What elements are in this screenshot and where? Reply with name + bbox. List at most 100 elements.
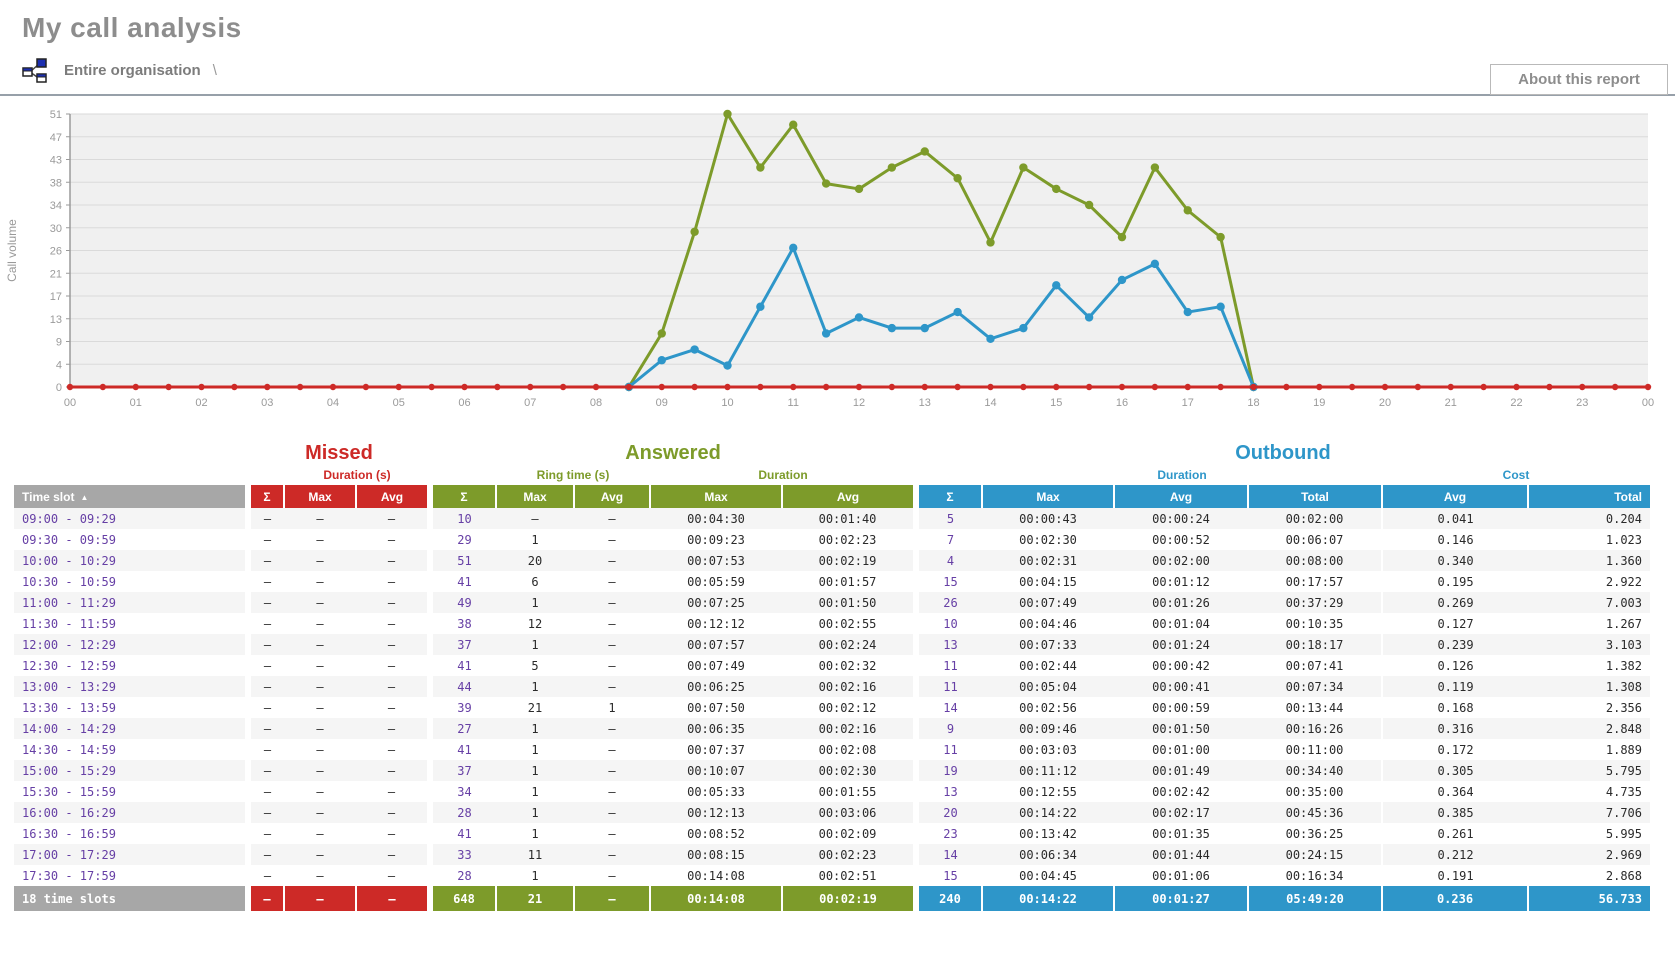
- cell-a-sum[interactable]: 28: [427, 802, 496, 823]
- column-header-missed-sum[interactable]: Σ: [245, 485, 284, 508]
- cell-o-sum[interactable]: 11: [913, 739, 982, 760]
- cell-o-sum[interactable]: 9: [913, 718, 982, 739]
- cell-o-sum[interactable]: 20: [913, 802, 982, 823]
- cell-timeslot[interactable]: 11:00 - 11:29: [22, 595, 116, 610]
- cell-a-sum[interactable]: 38: [427, 613, 496, 634]
- cell-a-sum[interactable]: 49: [427, 592, 496, 613]
- cell-m-sum[interactable]: –: [245, 718, 284, 739]
- cell-o-max: 00:07:33: [1019, 637, 1077, 652]
- cell-o-sum[interactable]: 4: [913, 550, 982, 571]
- cell-m-sum[interactable]: –: [245, 676, 284, 697]
- cell-m-max: –: [316, 700, 324, 715]
- cell-o-sum[interactable]: 11: [913, 655, 982, 676]
- cell-timeslot[interactable]: 17:00 - 17:29: [22, 847, 116, 862]
- cell-timeslot[interactable]: 14:00 - 14:29: [22, 721, 116, 736]
- cell-a-sum[interactable]: 41: [427, 739, 496, 760]
- cell-o-sum[interactable]: 10: [913, 613, 982, 634]
- cell-m-sum[interactable]: –: [245, 508, 284, 529]
- cell-timeslot[interactable]: 09:30 - 09:59: [22, 532, 116, 547]
- cell-a-sum[interactable]: 27: [427, 718, 496, 739]
- cell-c-total: 5.795: [1605, 763, 1642, 778]
- cell-m-sum[interactable]: –: [245, 550, 284, 571]
- cell-o-sum[interactable]: 13: [913, 634, 982, 655]
- cell-timeslot[interactable]: 10:30 - 10:59: [22, 574, 116, 589]
- cell-o-max: 00:04:46: [1019, 616, 1077, 631]
- cell-m-sum[interactable]: –: [245, 865, 284, 886]
- cell-a-sum[interactable]: 37: [427, 634, 496, 655]
- cell-timeslot[interactable]: 15:00 - 15:29: [22, 763, 116, 778]
- cell-m-sum[interactable]: –: [245, 781, 284, 802]
- cell-o-sum[interactable]: 26: [913, 592, 982, 613]
- cell-a-sum[interactable]: 41: [427, 823, 496, 844]
- cell-m-sum[interactable]: –: [245, 592, 284, 613]
- cell-m-sum[interactable]: –: [245, 844, 284, 865]
- cell-a-sum[interactable]: 39: [427, 697, 496, 718]
- cell-timeslot[interactable]: 12:00 - 12:29: [22, 637, 116, 652]
- cell-o-sum[interactable]: 19: [913, 760, 982, 781]
- cell-a-sum[interactable]: 33: [427, 844, 496, 865]
- cell-o-sum[interactable]: 7: [913, 529, 982, 550]
- column-header-ring-max[interactable]: Max: [495, 485, 574, 508]
- table-row: 12:00 - 12:29 – – – 37 1 – 00:07:57 00:02:24 13 00…: [14, 634, 1650, 655]
- cell-o-sum[interactable]: 11: [913, 676, 982, 697]
- column-header-duration-avg[interactable]: Avg: [781, 485, 916, 508]
- cell-timeslot[interactable]: 13:30 - 13:59: [22, 700, 116, 715]
- cell-timeslot[interactable]: 13:00 - 13:29: [22, 679, 116, 694]
- cell-a-duravg: 00:02:16: [818, 721, 877, 736]
- cell-m-avg: –: [387, 805, 396, 820]
- cell-c-total: 1.023: [1605, 532, 1642, 547]
- column-header-missed-avg[interactable]: Avg: [355, 485, 430, 508]
- cell-m-sum[interactable]: –: [245, 823, 284, 844]
- cell-a-ringmax: 1: [531, 805, 539, 820]
- cell-m-sum[interactable]: –: [245, 655, 284, 676]
- cell-m-sum[interactable]: –: [245, 529, 284, 550]
- column-header-outbound-max[interactable]: Max: [981, 485, 1114, 508]
- cell-a-sum[interactable]: 29: [427, 529, 496, 550]
- svg-text:23: 23: [1576, 397, 1588, 409]
- cell-o-sum[interactable]: 13: [913, 781, 982, 802]
- cell-m-sum[interactable]: –: [245, 697, 284, 718]
- column-header-time-slot[interactable]: Time slot ▲: [14, 485, 248, 508]
- cell-a-sum[interactable]: 34: [427, 781, 496, 802]
- column-header-outbound-avg[interactable]: Avg: [1113, 485, 1248, 508]
- cell-m-sum[interactable]: –: [245, 739, 284, 760]
- column-header-duration-max[interactable]: Max: [649, 485, 782, 508]
- cell-o-sum[interactable]: 23: [913, 823, 982, 844]
- cell-a-sum[interactable]: 37: [427, 760, 496, 781]
- svg-text:10: 10: [721, 397, 733, 409]
- column-header-answered-sum[interactable]: Σ: [427, 485, 496, 508]
- cell-a-sum[interactable]: 28: [427, 865, 496, 886]
- column-header-outbound-sum[interactable]: Σ: [913, 485, 982, 508]
- cell-o-sum[interactable]: 14: [913, 844, 982, 865]
- column-header-outbound-total[interactable]: Total: [1247, 485, 1382, 508]
- cell-m-sum[interactable]: –: [245, 571, 284, 592]
- cell-timeslot[interactable]: 09:00 - 09:29: [22, 511, 116, 526]
- cell-a-sum[interactable]: 10: [427, 508, 496, 529]
- cell-timeslot[interactable]: 16:30 - 16:59: [22, 826, 116, 841]
- cell-a-sum[interactable]: 44: [427, 676, 496, 697]
- cell-timeslot[interactable]: 17:30 - 17:59: [22, 868, 116, 883]
- cell-timeslot[interactable]: 15:30 - 15:59: [22, 784, 116, 799]
- cell-timeslot[interactable]: 10:00 - 10:29: [22, 553, 116, 568]
- about-this-report-button[interactable]: About this report: [1490, 64, 1668, 95]
- cell-a-sum[interactable]: 51: [427, 550, 496, 571]
- cell-timeslot[interactable]: 14:30 - 14:59: [22, 742, 116, 757]
- cell-m-sum[interactable]: –: [245, 634, 284, 655]
- cell-m-sum[interactable]: –: [245, 802, 284, 823]
- column-header-cost-total[interactable]: Total: [1527, 485, 1650, 508]
- cell-m-sum[interactable]: –: [245, 760, 284, 781]
- cell-o-sum[interactable]: 15: [913, 865, 982, 886]
- column-header-ring-avg[interactable]: Avg: [573, 485, 650, 508]
- breadcrumb-item-entire-organisation[interactable]: Entire organisation: [64, 61, 201, 79]
- cell-a-sum[interactable]: 41: [427, 655, 496, 676]
- cell-o-sum[interactable]: 5: [913, 508, 982, 529]
- cell-o-sum[interactable]: 14: [913, 697, 982, 718]
- column-header-missed-max[interactable]: Max: [283, 485, 356, 508]
- cell-timeslot[interactable]: 12:30 - 12:59: [22, 658, 116, 673]
- cell-o-sum[interactable]: 15: [913, 571, 982, 592]
- cell-timeslot[interactable]: 16:00 - 16:29: [22, 805, 116, 820]
- cell-a-sum[interactable]: 41: [427, 571, 496, 592]
- cell-timeslot[interactable]: 11:30 - 11:59: [22, 616, 116, 631]
- column-header-cost-avg[interactable]: Avg: [1381, 485, 1528, 508]
- cell-m-sum[interactable]: –: [245, 613, 284, 634]
